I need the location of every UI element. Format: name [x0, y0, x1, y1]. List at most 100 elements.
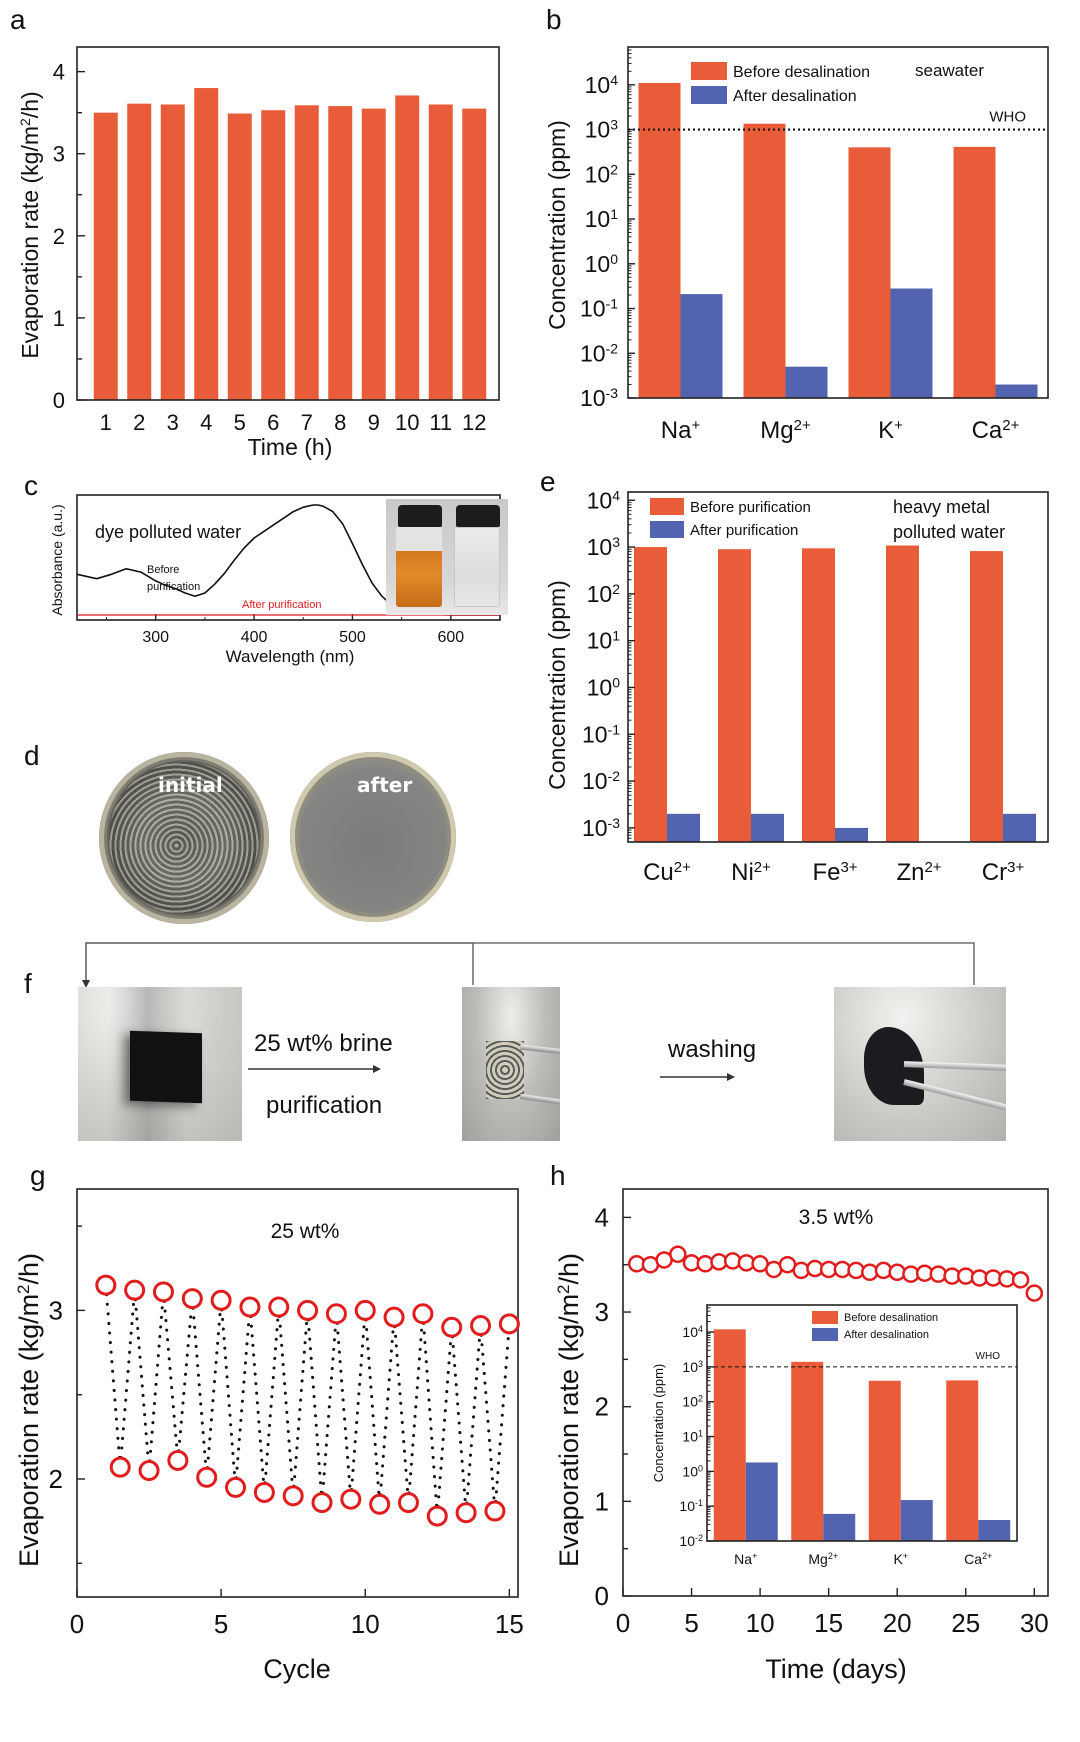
data-point-marker: [354, 1299, 376, 1321]
data-point-marker: [253, 1481, 275, 1503]
x-category-label: Mg2+: [760, 417, 811, 445]
y-tick-label: 4: [595, 1202, 609, 1232]
x-tick-label: 11: [429, 410, 452, 435]
y-axis-label: Concentration (ppm): [544, 580, 570, 790]
x-tick-label: 15: [814, 1608, 843, 1638]
legend-swatch: [812, 1311, 838, 1324]
black-sponge: [130, 1030, 202, 1104]
x-axis-label: Time (h): [248, 434, 333, 460]
y-tick-label: 4: [53, 60, 65, 85]
photo-fresh-evaporator: [78, 987, 242, 1141]
data-point-marker: [498, 1313, 520, 1335]
bar: [395, 95, 420, 401]
dotted-connector: [363, 1308, 382, 1506]
y-tick-label: 101: [585, 206, 619, 232]
y-tick-label: 10-2: [582, 768, 620, 794]
y-tick-label: 3: [49, 1295, 63, 1325]
x-tick-label: 1: [100, 410, 112, 435]
dotted-connector: [378, 1315, 396, 1506]
y-tick-label: 10-2: [580, 340, 618, 366]
data-point-marker: [1011, 1271, 1030, 1289]
dotted-connector: [435, 1325, 454, 1518]
y-tick-label: 102: [682, 1394, 703, 1410]
x-tick-label: 10: [746, 1608, 775, 1638]
dotted-connector: [219, 1298, 238, 1489]
y-tick-label: 103: [682, 1359, 703, 1375]
bar: [127, 103, 152, 400]
inset-concentration-chart: Na+ Mg2+ K+ Ca2+ 10-2 10-1 100 101 102 103 104 WHO B…: [651, 1304, 1018, 1567]
x-category-label: Fe3+: [812, 859, 857, 881]
legend-swatch: [691, 86, 727, 104]
y-tick-label: 10-1: [582, 721, 620, 747]
plot-frame: [76, 46, 500, 401]
legend-label: After purification: [690, 522, 798, 539]
x-category-label: Ni2+: [731, 859, 771, 881]
y-axis-label-group: Evaporation rate (kg/m2/h): [14, 1253, 45, 1567]
x-category-label: Ca2+: [972, 417, 1020, 445]
y-tick-label: 103: [587, 534, 621, 560]
x-tick-label: 30: [1020, 1608, 1049, 1638]
x-tick-label: 25: [951, 1608, 980, 1638]
x-tick-label: 20: [883, 1608, 912, 1638]
dotted-connector: [320, 1312, 338, 1505]
bar-after: [823, 1513, 856, 1541]
dotted-connector: [190, 1297, 209, 1479]
bar: [160, 104, 185, 400]
salt-crust-texture: [109, 762, 259, 914]
data-point-marker: [225, 1476, 247, 1498]
y-tick-label: 104: [585, 72, 619, 98]
arrow-brine-purification: [248, 1065, 381, 1073]
data-point-marker: [181, 1288, 203, 1310]
dotted-connector: [104, 1283, 122, 1469]
annotation-dye-polluted-water: dye polluted water: [95, 522, 241, 542]
bar-before: [718, 549, 751, 842]
x-tick-label: 12: [462, 410, 486, 435]
bar-after: [835, 827, 868, 842]
bar: [428, 104, 453, 400]
legend-swatch: [650, 498, 684, 515]
data-point-marker: [109, 1456, 131, 1478]
who-label: WHO: [976, 1351, 1001, 1362]
dotted-connector: [161, 1290, 180, 1462]
arrow-washing-line: [660, 1073, 735, 1081]
x-axis-label: Cycle: [263, 1654, 331, 1684]
label-before-purification-line1: Before: [147, 564, 179, 576]
bar-after: [890, 288, 933, 398]
bar: [462, 108, 487, 401]
panel-letter-a: a: [10, 4, 26, 35]
data-point-marker: [152, 1281, 174, 1303]
dotted-connector: [479, 1324, 497, 1513]
legend-swatch: [650, 521, 684, 538]
dotted-connector: [118, 1288, 137, 1469]
arrow-head-down-icon: [82, 980, 90, 988]
x-category-label: Ca2+: [964, 1551, 992, 1567]
y-tick-label: 104: [682, 1324, 703, 1340]
y-tick-label: 10-2: [679, 1533, 703, 1549]
legend-swatch: [691, 62, 727, 80]
data-point-marker: [138, 1460, 160, 1482]
y-axis-label-group: Evaporation rate (kg/m2/h): [17, 91, 43, 358]
x-tick-label: 6: [267, 410, 279, 435]
x-tick-label: 3: [167, 410, 179, 435]
dish-label-initial: initial: [158, 773, 223, 797]
step1-label-top: 25 wt% brine: [254, 1030, 393, 1057]
data-point-marker: [455, 1502, 477, 1524]
chart-b-seawater-concentration: Na+ Mg2+ K+ Ca2+ 10-3 10-2 10-1 100 101 102 103 104…: [544, 46, 1049, 445]
bar-after: [785, 366, 828, 398]
inset-y-axis-label: Concentration (ppm): [651, 1364, 666, 1483]
annotation-polluted-water: polluted water: [893, 522, 1005, 542]
arrow-right-icon: [727, 1073, 735, 1081]
bar: [294, 105, 319, 401]
data-point-marker: [124, 1279, 146, 1301]
x-tick-label: 2: [133, 410, 145, 435]
y-tick-label: 101: [682, 1428, 703, 1444]
dotted-connector: [234, 1305, 252, 1489]
x-tick-label: 4: [200, 410, 212, 435]
bar: [93, 112, 118, 401]
y-tick-label: 102: [587, 581, 621, 607]
dotted-connector: [262, 1305, 281, 1494]
bar-before: [946, 1380, 979, 1541]
bar-before: [802, 548, 835, 842]
data-point-marker: [210, 1289, 232, 1311]
bar-after: [745, 1462, 778, 1541]
